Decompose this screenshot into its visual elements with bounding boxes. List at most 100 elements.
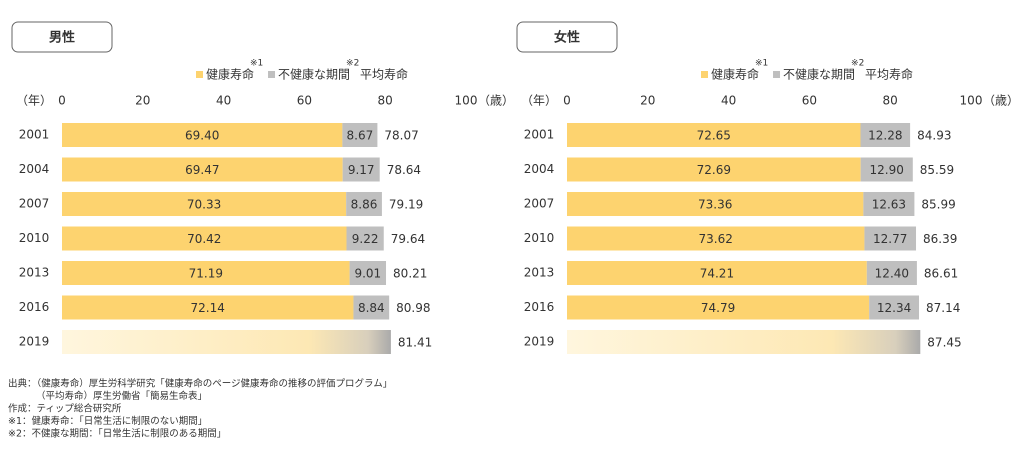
x-tick-label: 0 [563,94,571,108]
y-tick-label: 2001 [524,128,555,142]
y-tick-label: 2013 [19,266,50,280]
legend-label: 不健康な期間 [783,67,855,82]
value-label: 12.40 [875,267,909,281]
title-box [516,21,618,53]
legend-label: 健康寿命 [711,67,759,82]
x-tick-label: 40 [721,94,736,108]
chart-title: 女性 [554,30,580,46]
x-tick-label: 20 [640,94,655,108]
value-label: 9.01 [354,267,381,281]
legend-note: ※1 [250,59,263,69]
y-tick-label: 2013 [524,266,555,280]
title-box [11,21,113,53]
bar-segment [860,123,911,147]
value-label: 74.21 [700,267,734,281]
legend-note: ※2 [346,59,359,69]
value-label: 12.63 [872,198,906,212]
x-tick-label: 20 [135,94,150,108]
value-label: 8.86 [351,198,378,212]
bar-segment [342,157,380,182]
bar-segment [62,226,347,251]
legend-label: 平均寿命 [360,67,408,82]
y-tick-label: 2019 [19,335,50,349]
legend-label: 不健康な期間 [278,67,350,82]
value-label: 71.19 [189,267,223,281]
x-tick-label: 80 [378,94,393,108]
value-label: 73.36 [698,198,732,212]
value-label: 72.14 [191,301,225,315]
value-label: 72.65 [697,129,731,143]
bar-segment [860,157,913,182]
bar-segment [567,226,865,251]
value-label: 12.28 [868,129,902,143]
source-note: 作成：ティップ総合研究所 [8,403,122,415]
legend-label: 平均寿命 [865,67,913,82]
legend-swatch [268,71,276,78]
value-label: 73.62 [699,232,733,246]
source-note: ※1：健康寿命：「日常生活に制限のない期間」 [8,415,207,427]
bar-segment [567,295,870,320]
x-tick-label: 100 [455,94,478,108]
bar-segment [62,192,347,216]
legend-swatch [701,71,708,78]
y-tick-label: 2007 [524,197,555,211]
bar-total [567,330,921,354]
bar-segment [869,295,920,320]
total-label: 86.39 [923,232,957,246]
legend-swatch [773,71,781,78]
total-label: 78.64 [387,163,421,177]
x-tick-label: 60 [802,94,817,108]
value-label: 69.47 [185,163,219,177]
bar-segment [567,123,861,147]
x-tick-label: 100 [960,94,983,108]
x-tick-label: 60 [297,94,312,108]
bar-segment [62,157,343,182]
total-label: 87.45 [927,336,961,350]
bar-segment [567,261,867,285]
y-tick-label: 2010 [19,231,50,245]
total-label: 85.99 [921,198,955,212]
value-label: 12.90 [870,163,904,177]
value-label: 70.33 [187,198,221,212]
x-tick-label: 80 [883,94,898,108]
bar-segment [62,123,343,147]
source-note: ※2：不健康な期間：「日常生活に制限のある期間」 [8,428,226,440]
bar-segment [866,261,917,285]
legend-swatch [196,71,203,78]
value-label: 8.84 [358,301,385,315]
value-label: 70.42 [187,232,221,246]
value-label: 74.79 [701,301,735,315]
total-label: 81.41 [398,336,432,350]
x-axis-unit: （歳） [478,94,514,108]
y-tick-label: 2004 [19,162,50,176]
value-label: 72.69 [697,163,731,177]
total-label: 79.64 [391,232,425,246]
chart-title: 男性 [49,30,75,46]
source-note: （平均寿命）厚生労働省「簡易生命表」 [36,390,207,402]
bar-segment [349,261,387,285]
y-axis-label: （年） [521,94,557,108]
total-label: 80.98 [396,301,430,315]
total-label: 78.07 [384,129,418,143]
y-tick-label: 2019 [524,335,555,349]
value-label: 69.40 [185,129,219,143]
value-label: 12.77 [873,232,907,246]
y-axis-label: （年） [16,94,52,108]
total-label: 86.61 [924,267,958,281]
value-label: 8.67 [347,129,374,143]
bar-segment [863,192,915,216]
y-tick-label: 2016 [19,300,50,314]
y-tick-label: 2010 [524,231,555,245]
bar-segment [864,226,917,251]
source-note: 出典：（健康寿命）厚生労科学研究「健康寿命のページ健康寿命の推移の評価プログラム… [8,378,392,390]
bar-segment [346,226,384,251]
bar-segment [62,261,350,285]
x-axis-unit: （歳） [983,94,1019,108]
bar-segment [567,192,864,216]
value-label: 9.22 [352,232,379,246]
bar-segment [567,157,861,182]
y-tick-label: 2007 [19,197,50,211]
value-label: 12.34 [877,301,911,315]
y-tick-label: 2004 [524,162,555,176]
